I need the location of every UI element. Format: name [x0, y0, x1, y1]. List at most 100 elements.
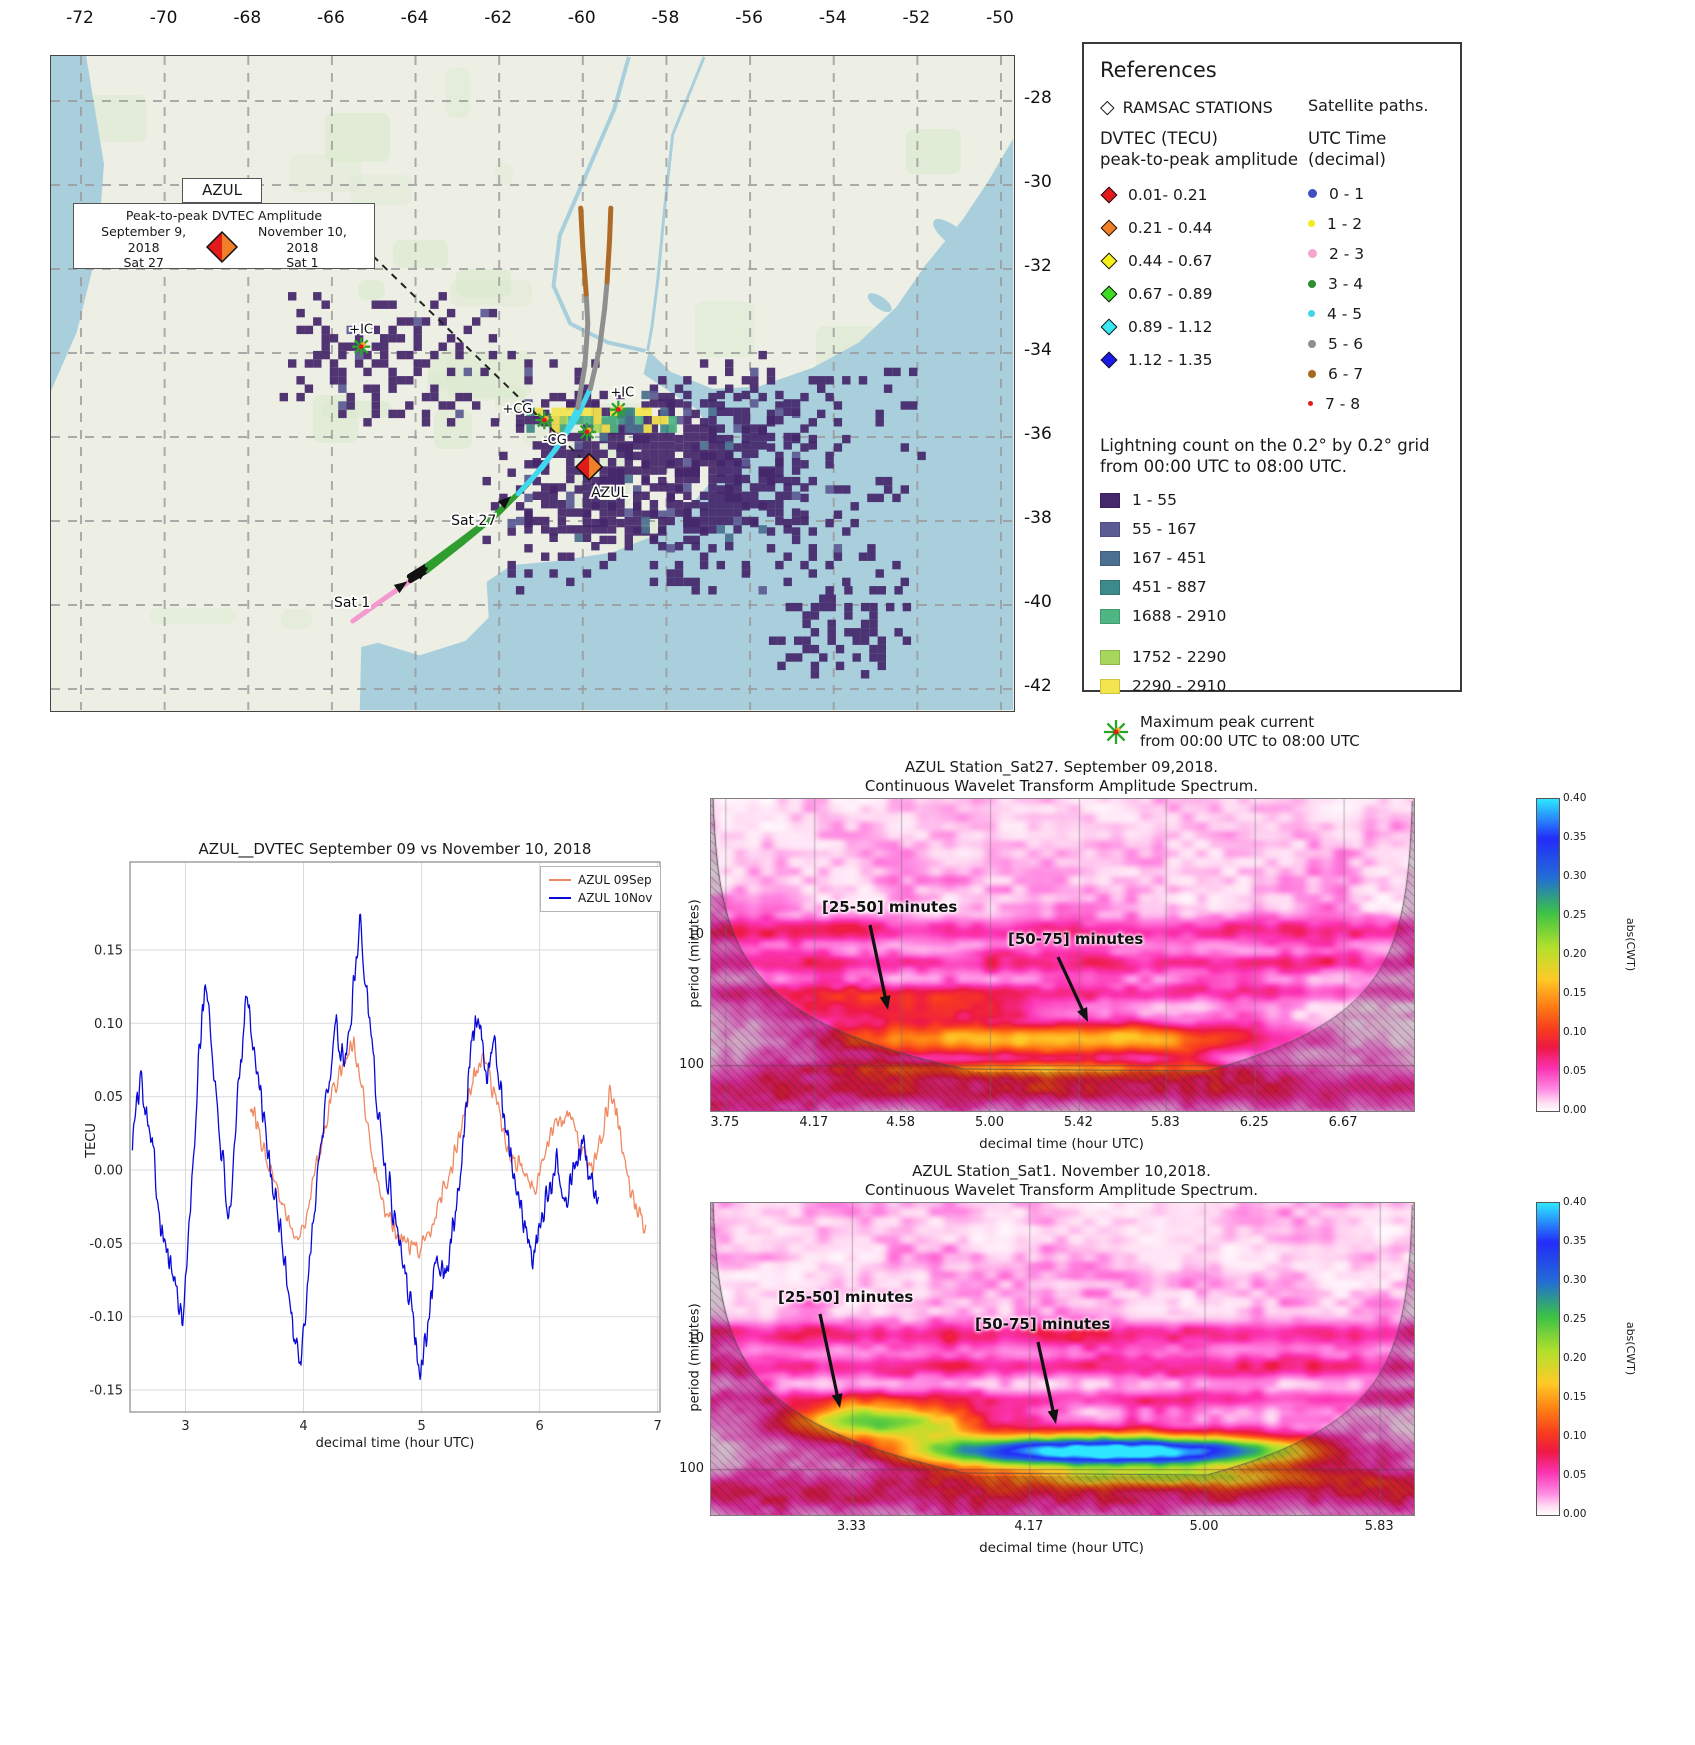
lightning-cell	[741, 434, 751, 444]
lightning-cell	[674, 577, 684, 587]
lightning-cell	[794, 636, 803, 645]
lightning-cell	[624, 441, 633, 450]
spec-xlabel: decimal time (hour UTC)	[979, 1136, 1144, 1152]
lightning-cell	[599, 432, 608, 442]
lightning-cell	[599, 535, 608, 545]
lightning-cell	[825, 460, 834, 469]
lightning-cell	[574, 466, 583, 475]
lightning-cell	[883, 476, 893, 486]
lightning-cell	[766, 474, 776, 484]
lightning-cell	[532, 491, 541, 500]
spec-ytick-100: 100	[679, 1461, 704, 1476]
utc-dot-swatch	[1308, 249, 1317, 259]
lightning-cell	[524, 367, 533, 377]
y-tick-label: -0.15	[89, 1384, 123, 1399]
lightning-cell	[725, 458, 734, 467]
lightning-cell	[532, 458, 541, 467]
lightning-cell	[699, 418, 709, 427]
lightning-cell	[633, 500, 642, 509]
lat-tick-label: -32	[1024, 256, 1052, 276]
x-tick-label: 7	[653, 1419, 661, 1434]
lightning-cell	[658, 399, 667, 408]
lightning-cell	[766, 544, 776, 553]
lightning-cell	[607, 516, 617, 526]
lightning-cell	[683, 535, 692, 545]
utc-dot-swatch	[1308, 310, 1315, 318]
lightning-cell	[741, 424, 751, 433]
lon-tick-label: -54	[818, 8, 847, 28]
lightning-cell	[488, 350, 498, 360]
lightning-cell	[566, 508, 575, 517]
lightning-cell	[566, 500, 575, 509]
spec-xtick-label: 6.25	[1239, 1115, 1269, 1130]
lightning-cell	[380, 359, 389, 368]
lightning-cell	[775, 500, 784, 509]
lightning-cell	[783, 407, 792, 416]
utc-dot-swatch	[1308, 369, 1316, 378]
lightning-cell	[557, 500, 567, 509]
lightning-cell	[660, 407, 669, 416]
lightning-cell	[566, 458, 575, 467]
lightning-cell	[683, 401, 692, 410]
lightning-cell	[666, 392, 675, 402]
lightning-cell	[649, 533, 659, 542]
lon-tick-label: -66	[317, 8, 345, 28]
lightning-cell	[641, 416, 650, 425]
y-tick-label: 0.10	[94, 1017, 123, 1032]
lightning-cell	[708, 407, 717, 416]
lightning-cell	[616, 432, 625, 442]
lightning-cell	[917, 451, 926, 461]
lightning-cell	[321, 325, 330, 335]
peak-current-star-icon	[577, 422, 596, 441]
lightning-cell	[683, 525, 692, 534]
spec-xtick-label: 6.67	[1328, 1115, 1358, 1130]
lightning-cell	[641, 474, 650, 484]
lightning-cell	[488, 308, 498, 318]
lightning-cell	[674, 500, 684, 509]
utc-legend-item: 5 - 6	[1308, 329, 1444, 359]
lightning-cell	[499, 493, 508, 503]
spectrogram-image	[710, 798, 1415, 1112]
lightning-cell	[624, 516, 633, 526]
lightning-cell	[515, 418, 525, 427]
lightning-cell	[371, 409, 380, 419]
lightning-cell	[808, 527, 817, 536]
terrain-patch	[495, 163, 513, 185]
utc-legend-item: 6 - 7	[1308, 359, 1444, 389]
lightning-cell	[691, 424, 700, 433]
lightning-cell	[559, 416, 569, 425]
lightning-cell	[549, 359, 558, 368]
lightning-cell	[758, 466, 767, 475]
lightning-cell	[559, 424, 569, 433]
utc-legend-label: 1 - 2	[1327, 214, 1363, 233]
y-tick-label: 0.15	[94, 944, 123, 959]
utc-header: UTC Time (decimal)	[1308, 129, 1387, 170]
path-arrow-icon	[414, 567, 429, 580]
lightning-cell	[716, 401, 725, 410]
colorbar-tick-label: 0.25	[1563, 909, 1587, 921]
lightning-cell	[708, 491, 717, 500]
lightning-cell	[842, 577, 851, 587]
spec-xtick-label: 5.83	[1364, 1519, 1394, 1534]
lightning-cell	[674, 384, 684, 393]
lightning-cell	[674, 416, 684, 425]
lightning-cell	[775, 491, 784, 500]
lightning-cell	[380, 350, 389, 360]
lightning-cell	[708, 449, 717, 458]
lightning-cell	[607, 441, 617, 450]
lightning-cell	[633, 432, 642, 442]
lightning-cell	[666, 432, 675, 442]
lightning-cell	[674, 443, 684, 452]
lightning-cell	[900, 577, 909, 587]
lightning-header: Lightning count on the 0.2° by 0.2° grid…	[1100, 435, 1430, 477]
lightning-cell	[674, 483, 684, 492]
lightning-cell	[741, 376, 751, 385]
lightning-cell	[649, 441, 659, 450]
lightning-cell	[825, 560, 834, 570]
lightning-cell	[691, 466, 700, 475]
satellite-path-Sat1	[604, 205, 614, 285]
lat-tick-label: -30	[1024, 172, 1052, 192]
lon-tick-label: -72	[66, 8, 94, 28]
lightning-cell	[902, 602, 912, 612]
lightning-cell	[808, 418, 817, 427]
